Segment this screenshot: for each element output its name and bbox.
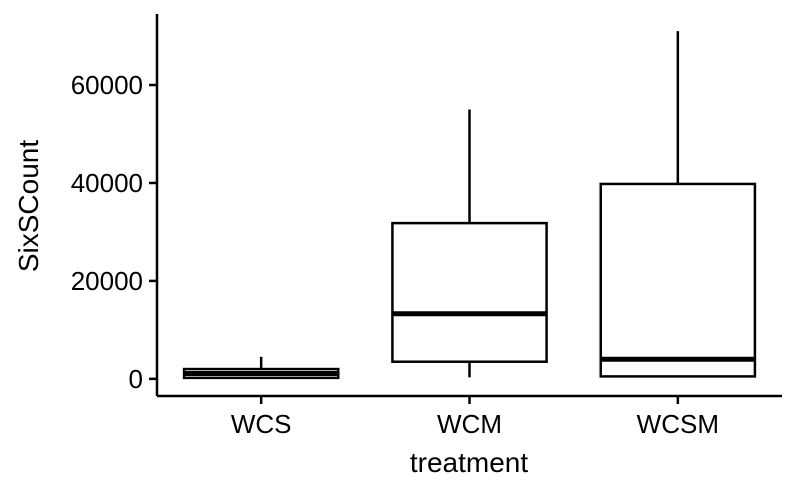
x-tick-label: WCS bbox=[231, 409, 292, 439]
x-axis-title: treatment bbox=[410, 447, 528, 478]
x-tick-label: WCM bbox=[437, 409, 502, 439]
plot-area bbox=[182, 31, 757, 380]
iqr-box bbox=[391, 221, 548, 363]
box-wcsm bbox=[599, 31, 757, 378]
iqr-box bbox=[599, 182, 757, 378]
y-tick-label: 0 bbox=[129, 364, 143, 394]
y-axis-title: SixSCount bbox=[13, 140, 44, 273]
box-wcs bbox=[182, 356, 340, 380]
y-axis-ticks: 0 20000 40000 60000 bbox=[71, 70, 157, 394]
x-axis-ticks: WCS WCM WCSM bbox=[231, 396, 719, 439]
y-tick-label: 60000 bbox=[71, 70, 143, 100]
x-tick-label: WCSM bbox=[637, 409, 719, 439]
box-wcm bbox=[391, 109, 548, 378]
y-tick-label: 40000 bbox=[71, 168, 143, 198]
y-tick-label: 20000 bbox=[71, 266, 143, 296]
